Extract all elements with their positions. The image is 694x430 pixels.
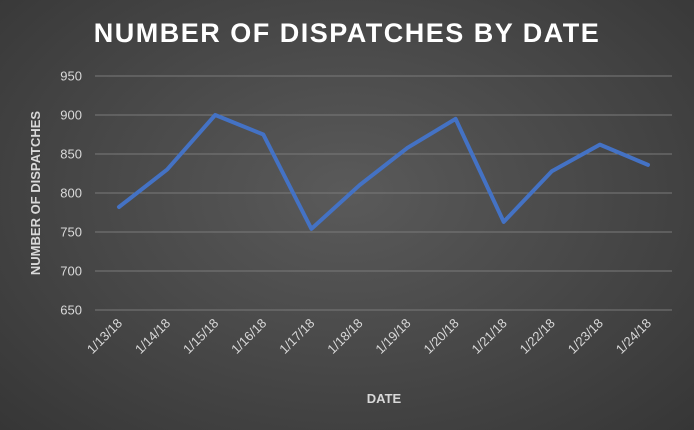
x-tick-label: 1/15/18 [180,316,221,357]
gridlines [95,75,672,311]
x-tick-label: 1/17/18 [276,316,317,357]
y-axis-title: NUMBER OF DISPATCHES [28,111,43,276]
y-tick-label: 900 [60,108,82,123]
chart-title: NUMBER OF DISPATCHES BY DATE [94,18,601,48]
y-tick-label: 800 [60,186,82,201]
y-tick-label: 650 [60,303,82,318]
series-line [117,113,650,231]
y-axis-ticks: 650 700 750 800 850 900 950 [60,69,82,318]
x-tick-label: 1/13/18 [84,316,125,357]
x-tick-label: 1/23/18 [565,316,606,357]
x-tick-label: 1/24/18 [613,316,654,357]
x-tick-label: 1/20/18 [420,316,461,357]
x-axis-title: DATE [367,391,402,406]
x-tick-label: 1/16/18 [228,316,269,357]
series-layer [117,113,650,231]
x-tick-label: 1/14/18 [132,316,173,357]
x-tick-label: 1/22/18 [517,316,558,357]
x-tick-label: 1/21/18 [469,316,510,357]
y-tick-label: 950 [60,69,82,84]
y-tick-label: 700 [60,264,82,279]
x-tick-label: 1/18/18 [324,316,365,357]
y-tick-label: 850 [60,147,82,162]
y-tick-label: 750 [60,225,82,240]
x-tick-label: 1/19/18 [372,316,413,357]
x-axis-ticks: 1/13/18 1/14/18 1/15/18 1/16/18 1/17/18 1/18/… [84,316,654,357]
